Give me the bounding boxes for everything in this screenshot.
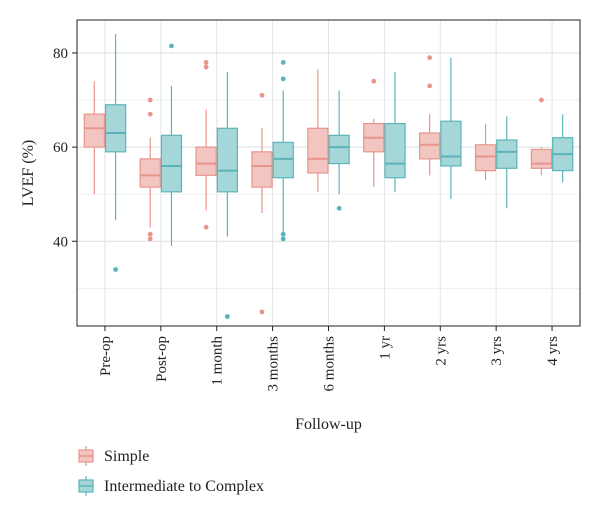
box-body: [104, 104, 127, 153]
x-tick-label: 4 yrs: [545, 336, 561, 366]
box-complex: [272, 59, 294, 242]
box-body: [160, 134, 183, 193]
x-tick-label: Post-op: [154, 336, 170, 382]
box-simple: [251, 92, 273, 315]
box-body: [307, 127, 329, 174]
box-complex: [440, 57, 462, 199]
outlier-point: [371, 78, 377, 84]
box-simple: [474, 123, 497, 181]
x-tick-label: 1 month: [210, 336, 226, 386]
legend-item: Intermediate to Complex: [78, 476, 264, 496]
outlier-point: [147, 111, 153, 117]
box-simple: [307, 69, 329, 192]
box-complex: [552, 114, 574, 183]
y-ticks: 40 60 80: [53, 46, 77, 250]
box-simple: [195, 59, 217, 230]
outlier-point: [203, 64, 209, 70]
outlier-point: [113, 267, 118, 272]
box-body: [440, 120, 462, 167]
outlier-point: [147, 97, 153, 103]
x-tick-label: 3 yrs: [489, 336, 505, 366]
box-body: [216, 127, 239, 193]
y-tick-label: 60: [53, 140, 68, 156]
box-complex: [160, 43, 183, 246]
outlier-point: [224, 314, 230, 319]
box-body: [418, 132, 441, 160]
x-ticks: Pre-op Post-op 1 month 3 months 6 months 1 yr…: [98, 326, 561, 391]
outlier-point: [280, 59, 286, 65]
outlier-point: [147, 231, 153, 237]
box-complex: [496, 116, 518, 209]
box-simple: [530, 97, 553, 176]
outlier-point: [259, 92, 265, 98]
box-body: [474, 144, 497, 172]
box-simple: [139, 97, 161, 242]
box-complex: [104, 34, 127, 272]
legend-label: Intermediate to Complex: [104, 478, 264, 495]
box-body: [272, 141, 294, 179]
box-complex: [328, 90, 350, 211]
outlier-point: [280, 231, 286, 237]
outlier-point: [147, 236, 153, 242]
x-tick-label: 6 months: [322, 336, 338, 392]
legend-label: Simple: [104, 448, 149, 465]
outlier-point: [203, 224, 209, 230]
box-simple: [363, 78, 385, 188]
x-tick-label: 1 yr: [377, 336, 393, 360]
outlier-point: [280, 76, 286, 82]
grid: [77, 20, 580, 326]
box-complex: [384, 71, 406, 192]
box-body: [384, 122, 406, 179]
box-body: [328, 134, 350, 165]
legend-item: Simple: [78, 446, 149, 466]
y-axis-title: LVEF (%): [20, 140, 37, 207]
box-complex: [216, 71, 239, 319]
box-body: [195, 146, 217, 176]
box-simple: [418, 55, 441, 176]
box-body: [496, 139, 518, 169]
box-body: [530, 148, 553, 169]
box-body: [83, 113, 105, 148]
outlier-point: [169, 43, 174, 49]
y-tick-label: 40: [53, 234, 68, 250]
outlier-point: [336, 205, 342, 211]
outlier-point: [427, 55, 433, 61]
y-tick-label: 80: [53, 46, 68, 62]
outlier-point: [203, 59, 209, 65]
outlier-point: [539, 97, 544, 103]
box-body: [139, 158, 161, 188]
outlier-point: [259, 309, 265, 315]
x-axis-title: Follow-up: [295, 416, 362, 433]
x-tick-label: Pre-op: [98, 336, 114, 376]
box-simple: [83, 81, 105, 195]
legend: Simple Intermediate to Complex: [78, 446, 264, 496]
outlier-point: [427, 83, 433, 89]
x-tick-label: 3 months: [266, 336, 282, 392]
boxes: [83, 34, 574, 319]
outlier-point: [280, 236, 286, 242]
x-tick-label: 2 yrs: [433, 336, 449, 366]
box-body: [251, 151, 273, 188]
